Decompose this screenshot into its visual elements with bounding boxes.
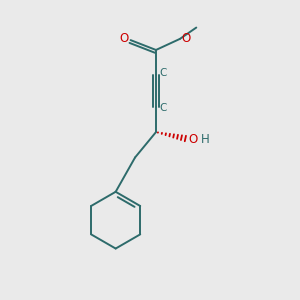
Text: C: C <box>160 103 167 113</box>
Text: O: O <box>189 133 198 146</box>
Text: C: C <box>160 68 167 78</box>
Text: O: O <box>119 32 129 45</box>
Text: O: O <box>182 32 191 45</box>
Text: H: H <box>201 133 209 146</box>
